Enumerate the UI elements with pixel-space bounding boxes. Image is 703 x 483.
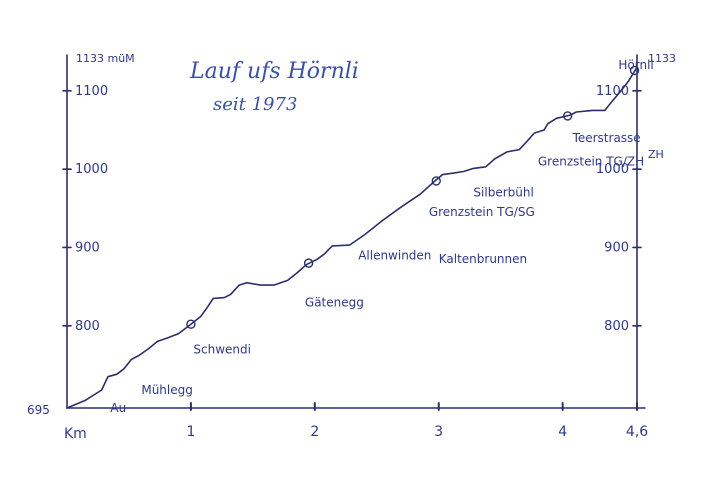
waypoint-marker-h-rnli: [629, 65, 640, 76]
waypoint-label-g-tenegg: Gätenegg: [305, 295, 364, 309]
x-tick-label: 4,6: [626, 424, 648, 440]
waypoint-marker-schwendi: [186, 319, 196, 329]
waypoint-label-h-rnli: Hörnli: [618, 58, 653, 72]
axis-ticks: 1 2 3 4 4,6 800 900 1000 1100 800 900 1000 1100: [62, 84, 648, 440]
waypoint-marker-grenzstein-tg-sg: [431, 176, 441, 186]
chart-title: Lauf ufs Hörnli: [189, 59, 359, 84]
waypoint-label-grenzstein-tg-sg: Grenzstein TG/SG: [429, 205, 535, 219]
y-tick-label-right: 1100: [596, 84, 629, 99]
y-tick-label-left: 900: [75, 240, 100, 255]
waypoint-label-grenzstein-tg-zh: Grenzstein TG/ZH: [538, 154, 644, 168]
y-axis-bottom-label: 695: [27, 403, 50, 417]
x-tick-label: 1: [186, 424, 195, 440]
chart-subtitle: seit 1973: [213, 94, 297, 115]
zh-label: ZH: [648, 148, 664, 161]
y-tick-label-left: 800: [75, 319, 100, 334]
y-axis-top-label-left: 1133 müM: [76, 52, 135, 65]
y-tick-label-left: 1000: [75, 162, 108, 177]
waypoint-label-schwendi: Schwendi: [193, 342, 251, 356]
y-tick-label-left: 1100: [75, 84, 108, 99]
waypoint-label-allenwinden: Allenwinden: [358, 248, 431, 262]
y-tick-label-right: 900: [604, 240, 629, 255]
y-axis-top-label-right: 1133: [648, 52, 676, 65]
x-tick-label: 2: [310, 424, 319, 440]
chart-labels: Au Mühlegg Schwendi Gätenegg Allenwinden Kalt…: [110, 58, 653, 415]
x-axis-label: Km: [64, 426, 87, 442]
waypoint-label-kaltenbrunnen: Kaltenbrunnen: [439, 252, 527, 266]
elevation-profile-line: [66, 66, 638, 409]
axes: [66, 54, 646, 409]
waypoint-label-silberb-hl: Silberbühl: [473, 186, 533, 200]
y-tick-label-right: 800: [604, 319, 629, 334]
waypoint-markers: [186, 65, 640, 329]
waypoint-label-m-hlegg: Mühlegg: [141, 383, 193, 397]
x-tick-label: 3: [434, 424, 443, 440]
waypoint-marker-teerstrasse: [562, 111, 573, 121]
waypoint-label-au: Au: [110, 401, 126, 415]
y-tick-label-right: 1000: [596, 162, 629, 177]
x-tick-label: 4: [558, 424, 567, 440]
waypoint-marker-g-tenegg: [303, 258, 314, 268]
waypoint-label-teerstrasse: Teerstrasse: [572, 131, 641, 145]
